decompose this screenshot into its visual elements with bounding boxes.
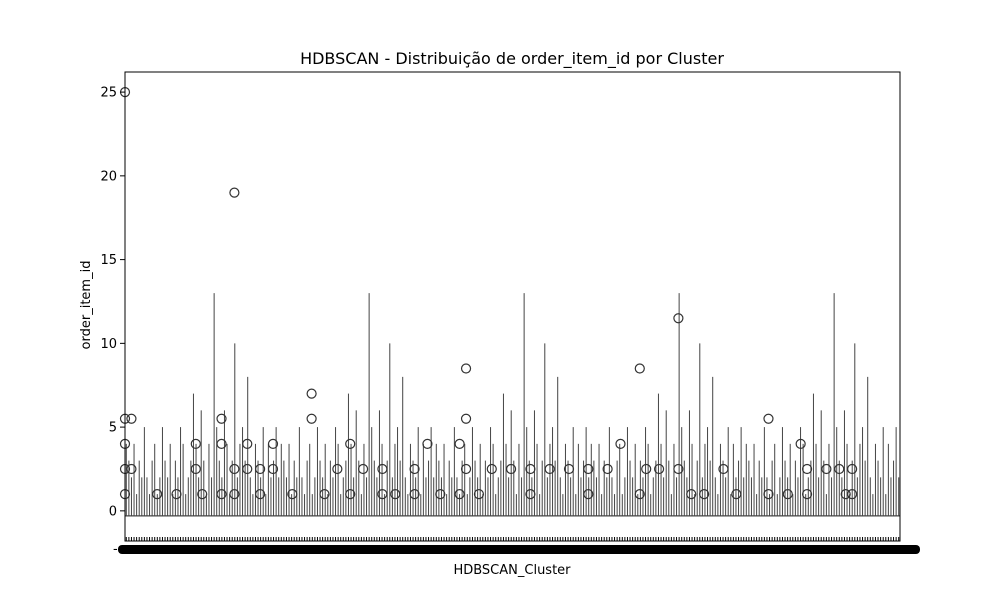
y-tick-label: 10 (100, 337, 117, 352)
outlier-point (319, 489, 330, 500)
outlier-point (422, 438, 433, 449)
y-tick-label: 20 (100, 169, 117, 184)
outlier-point (345, 489, 356, 500)
outlier-point (821, 463, 832, 475)
outlier-point (840, 489, 851, 500)
outlier-point (229, 187, 240, 198)
outlier-point (731, 489, 742, 500)
outlier-point (267, 438, 279, 449)
outlier-point (673, 313, 684, 324)
outlier-point (242, 438, 253, 449)
outlier-point (171, 489, 182, 500)
outlier-point (460, 413, 472, 424)
outlier-point (583, 463, 594, 475)
outlier-point (377, 463, 388, 475)
outlier-point (377, 489, 388, 500)
outlier-point (229, 463, 240, 475)
outlier-point (190, 438, 201, 449)
outlier-point (454, 489, 465, 500)
outlier-point (763, 413, 774, 424)
outlier-point (795, 438, 806, 449)
outlier-point (126, 413, 137, 424)
y-axis: 0 5 10 15 20 25 (100, 86, 125, 519)
outlier-point (409, 489, 420, 500)
y-tick-label: 25 (100, 86, 117, 101)
plot-area (119, 86, 900, 517)
outlier-point (267, 463, 279, 475)
y-axis-label: order_item_id (79, 261, 94, 350)
outlier-point (634, 363, 645, 374)
x-axis: - (113, 537, 920, 557)
outlier-point (435, 489, 446, 500)
outlier-point (306, 388, 317, 399)
y-tick-label: 5 (109, 421, 117, 436)
outlier-point (544, 463, 555, 475)
x-tick-label-first: - (113, 542, 118, 557)
outlier-point (126, 463, 137, 475)
outlier-point (602, 463, 613, 475)
outlier-point (242, 463, 253, 475)
outlier-point (460, 463, 472, 475)
outlier-point (216, 413, 227, 424)
outlier-point (505, 463, 517, 475)
outlier-point (345, 438, 356, 449)
outlier-point (653, 463, 665, 475)
outlier-point (641, 463, 652, 475)
plot-frame (124, 71, 901, 542)
y-tick-label: 0 (109, 504, 117, 519)
outlier-point (332, 463, 343, 475)
outlier-point (801, 489, 813, 500)
x-tick-labels-band (118, 545, 920, 554)
outlier-point (801, 463, 813, 475)
outlier-point (763, 489, 774, 500)
outlier-point (525, 463, 536, 475)
outlier-point (486, 463, 497, 475)
outlier-point (563, 463, 575, 475)
outlier-point (718, 463, 729, 475)
outlier-point (357, 463, 369, 475)
x-axis-label: HDBSCAN_Cluster (453, 563, 571, 578)
outlier-point (699, 489, 710, 500)
outlier-point (686, 489, 697, 500)
chart-title: HDBSCAN - Distribuição de order_item_id … (300, 49, 724, 69)
outlier-point (634, 489, 645, 500)
outlier-point (473, 489, 485, 500)
outlier-point (847, 463, 858, 475)
outlier-point (525, 489, 536, 500)
outlier-point (673, 463, 684, 475)
y-tick-label: 15 (100, 253, 117, 268)
outlier-point (847, 489, 858, 500)
outlier-point (216, 438, 227, 449)
outlier-point (190, 463, 201, 475)
outlier-point (255, 463, 266, 475)
outlier-point (197, 489, 208, 500)
outlier-point (390, 489, 401, 500)
outlier-point (152, 489, 163, 500)
outlier-point (409, 463, 420, 475)
outlier-point (460, 363, 472, 374)
outlier-point (255, 489, 266, 500)
outlier-point (834, 463, 845, 475)
outlier-point (216, 489, 227, 500)
outlier-point (583, 489, 594, 500)
outlier-point (306, 413, 317, 424)
outlier-point (615, 438, 626, 449)
outlier-point (229, 489, 240, 500)
outlier-point (287, 489, 298, 500)
outlier-point (454, 438, 465, 449)
outlier-point (782, 489, 793, 500)
whiskers-group (125, 293, 900, 516)
